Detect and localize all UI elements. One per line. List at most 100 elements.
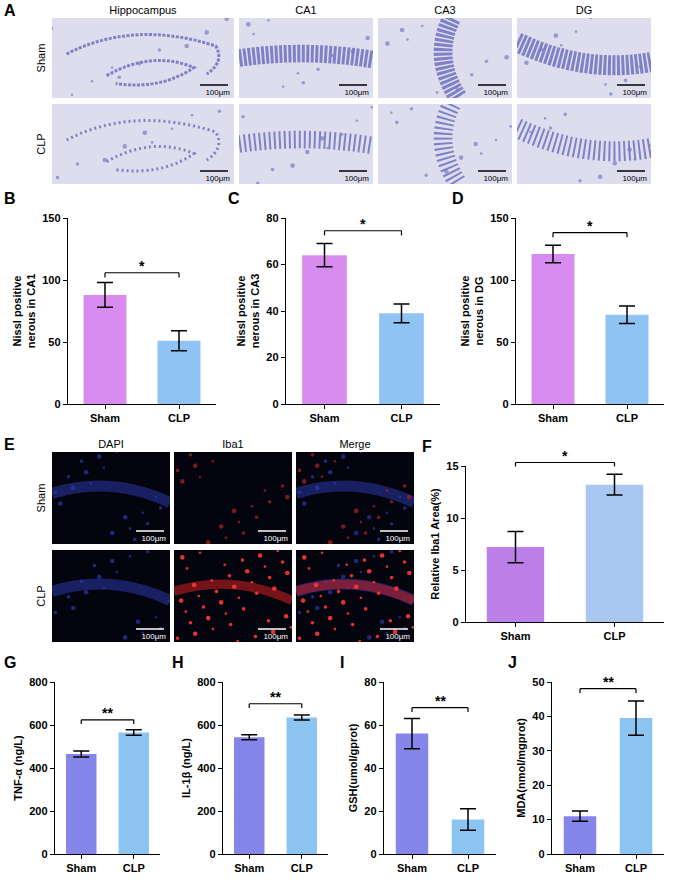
svg-text:**: **	[435, 693, 446, 709]
svg-text:*: *	[587, 218, 593, 234]
svg-text:Nissl positivenerous in CA1: Nissl positivenerous in CA1	[11, 274, 37, 349]
svg-text:5: 5	[452, 564, 458, 576]
svg-text:100μm: 100μm	[205, 174, 230, 183]
html-text:D: D	[452, 190, 464, 207]
svg-text:Sham: Sham	[397, 862, 427, 874]
svg-text:100μm: 100μm	[622, 88, 647, 97]
svg-text:0: 0	[54, 398, 60, 410]
svg-text:40: 40	[364, 762, 376, 774]
svg-text:**: **	[270, 689, 281, 705]
svg-text:10: 10	[446, 512, 458, 524]
svg-text:Nissl positivenerous in DG: Nissl positivenerous in DG	[459, 276, 485, 347]
svg-text:Nissl positivenerous in CA3: Nissl positivenerous in CA3	[235, 274, 261, 349]
svg-text:800: 800	[29, 676, 47, 688]
svg-text:CLP: CLP	[291, 862, 313, 874]
svg-text:20: 20	[532, 779, 544, 791]
svg-text:100μm: 100μm	[205, 88, 230, 97]
svg-text:100μm: 100μm	[385, 632, 410, 641]
svg-text:Sham: Sham	[234, 862, 264, 874]
svg-text:15: 15	[446, 460, 458, 472]
html-text:DG: DG	[575, 4, 593, 16]
svg-text:0: 0	[272, 398, 278, 410]
svg-text:0: 0	[452, 616, 458, 628]
svg-text:600: 600	[197, 719, 215, 731]
svg-text:40: 40	[532, 710, 544, 722]
html-text:A: A	[4, 2, 16, 19]
svg-text:100μm: 100μm	[483, 88, 508, 97]
svg-text:Sham: Sham	[90, 412, 120, 424]
svg-text:80: 80	[364, 676, 376, 688]
html-text:CLP: CLP	[35, 133, 47, 155]
svg-text:150: 150	[42, 212, 60, 224]
svg-text:GSH(umol/gprot): GSH(umol/gprot)	[347, 723, 359, 812]
svg-text:0: 0	[538, 848, 544, 860]
svg-text:CLP: CLP	[604, 630, 626, 642]
svg-text:100μm: 100μm	[483, 174, 508, 183]
html-text:Sham: Sham	[35, 483, 47, 513]
svg-text:Relative Iba1 Area(%): Relative Iba1 Area(%)	[429, 488, 441, 600]
html-text:Iba1: Iba1	[222, 438, 244, 450]
svg-text:50: 50	[532, 676, 544, 688]
svg-text:Sham: Sham	[565, 862, 595, 874]
svg-text:CLP: CLP	[123, 862, 145, 874]
svg-text:CLP: CLP	[616, 412, 638, 424]
html-text:C: C	[228, 190, 240, 207]
svg-text:Sham: Sham	[538, 412, 568, 424]
svg-text:*: *	[562, 448, 568, 464]
svg-text:Sham: Sham	[501, 630, 531, 642]
svg-text:200: 200	[197, 805, 215, 817]
svg-text:CLP: CLP	[625, 862, 647, 874]
svg-text:Sham: Sham	[310, 412, 340, 424]
svg-text:100μm: 100μm	[141, 534, 166, 543]
svg-text:100μm: 100μm	[385, 534, 410, 543]
svg-text:800: 800	[197, 676, 215, 688]
svg-text:**: **	[603, 674, 614, 690]
svg-text:100μm: 100μm	[344, 88, 369, 97]
svg-text:600: 600	[29, 719, 47, 731]
html-text:Hippocampus: Hippocampus	[109, 4, 177, 16]
svg-text:100μm: 100μm	[263, 632, 288, 641]
svg-text:20: 20	[364, 805, 376, 817]
svg-text:50: 50	[48, 336, 60, 348]
svg-text:20: 20	[266, 351, 278, 363]
svg-text:0: 0	[41, 848, 47, 860]
svg-text:CLP: CLP	[168, 412, 190, 424]
svg-text:30: 30	[532, 745, 544, 757]
svg-text:50: 50	[496, 336, 508, 348]
svg-text:60: 60	[266, 258, 278, 270]
svg-text:Sham: Sham	[66, 862, 96, 874]
svg-text:40: 40	[266, 305, 278, 317]
svg-text:10: 10	[532, 813, 544, 825]
html-text:B: B	[4, 190, 16, 207]
svg-text:CLP: CLP	[391, 412, 413, 424]
html-text:CLP: CLP	[35, 585, 47, 607]
svg-text:200: 200	[29, 805, 47, 817]
html-text:DAPI: DAPI	[98, 438, 124, 450]
svg-text:IL-1β (ng/L): IL-1β (ng/L)	[180, 738, 192, 798]
svg-text:0: 0	[370, 848, 376, 860]
svg-text:100: 100	[42, 274, 60, 286]
svg-text:0: 0	[209, 848, 215, 860]
svg-text:*: *	[360, 216, 366, 232]
svg-text:MDA(nmol/mgprot): MDA(nmol/mgprot)	[515, 718, 527, 818]
svg-text:100: 100	[490, 274, 508, 286]
svg-text:400: 400	[29, 762, 47, 774]
svg-text:400: 400	[197, 762, 215, 774]
svg-text:80: 80	[266, 212, 278, 224]
svg-text:100μm: 100μm	[263, 534, 288, 543]
svg-text:*: *	[139, 258, 145, 274]
html-text:Sham: Sham	[35, 43, 47, 73]
svg-text:150: 150	[490, 212, 508, 224]
svg-text:TNF-α (ng/L): TNF-α (ng/L)	[12, 735, 24, 801]
svg-text:100μm: 100μm	[344, 174, 369, 183]
html-text:G: G	[4, 654, 17, 671]
svg-text:100μm: 100μm	[141, 632, 166, 641]
svg-text:100μm: 100μm	[622, 174, 647, 183]
svg-text:CLP: CLP	[457, 862, 479, 874]
html-text:CA3: CA3	[434, 4, 456, 16]
svg-text:0: 0	[502, 398, 508, 410]
svg-text:60: 60	[364, 719, 376, 731]
html-text:CA1: CA1	[295, 4, 317, 16]
svg-text:**: **	[102, 705, 113, 721]
html-text:Merge: Merge	[339, 438, 371, 450]
